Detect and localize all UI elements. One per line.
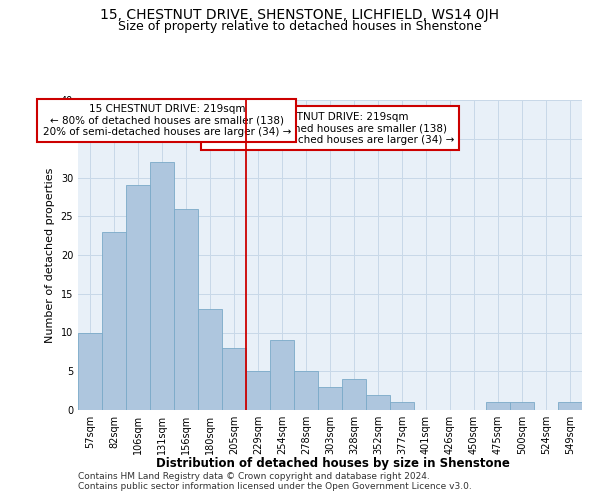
Bar <box>318 387 342 410</box>
Text: Contains public sector information licensed under the Open Government Licence v3: Contains public sector information licen… <box>78 482 472 491</box>
Bar <box>246 371 270 410</box>
Bar <box>390 402 414 410</box>
Y-axis label: Number of detached properties: Number of detached properties <box>45 168 55 342</box>
Bar <box>558 402 582 410</box>
Text: Contains HM Land Registry data © Crown copyright and database right 2024.: Contains HM Land Registry data © Crown c… <box>78 472 430 481</box>
Bar <box>342 379 366 410</box>
Bar <box>510 402 534 410</box>
Text: 15, CHESTNUT DRIVE, SHENSTONE, LICHFIELD, WS14 0JH: 15, CHESTNUT DRIVE, SHENSTONE, LICHFIELD… <box>101 8 499 22</box>
Bar <box>366 394 390 410</box>
Bar <box>222 348 246 410</box>
Bar <box>270 340 294 410</box>
Bar <box>294 371 318 410</box>
Bar <box>198 309 222 410</box>
Bar <box>150 162 174 410</box>
Bar <box>486 402 510 410</box>
Text: Size of property relative to detached houses in Shenstone: Size of property relative to detached ho… <box>118 20 482 33</box>
Text: 15 CHESTNUT DRIVE: 219sqm
← 80% of detached houses are smaller (138)
20% of semi: 15 CHESTNUT DRIVE: 219sqm ← 80% of detac… <box>43 104 291 137</box>
Bar <box>78 332 102 410</box>
Text: Distribution of detached houses by size in Shenstone: Distribution of detached houses by size … <box>156 458 510 470</box>
Bar <box>126 185 150 410</box>
Text: 15 CHESTNUT DRIVE: 219sqm
← 80% of detached houses are smaller (138)
20% of semi: 15 CHESTNUT DRIVE: 219sqm ← 80% of detac… <box>206 112 454 145</box>
Bar <box>102 232 126 410</box>
Bar <box>174 208 198 410</box>
